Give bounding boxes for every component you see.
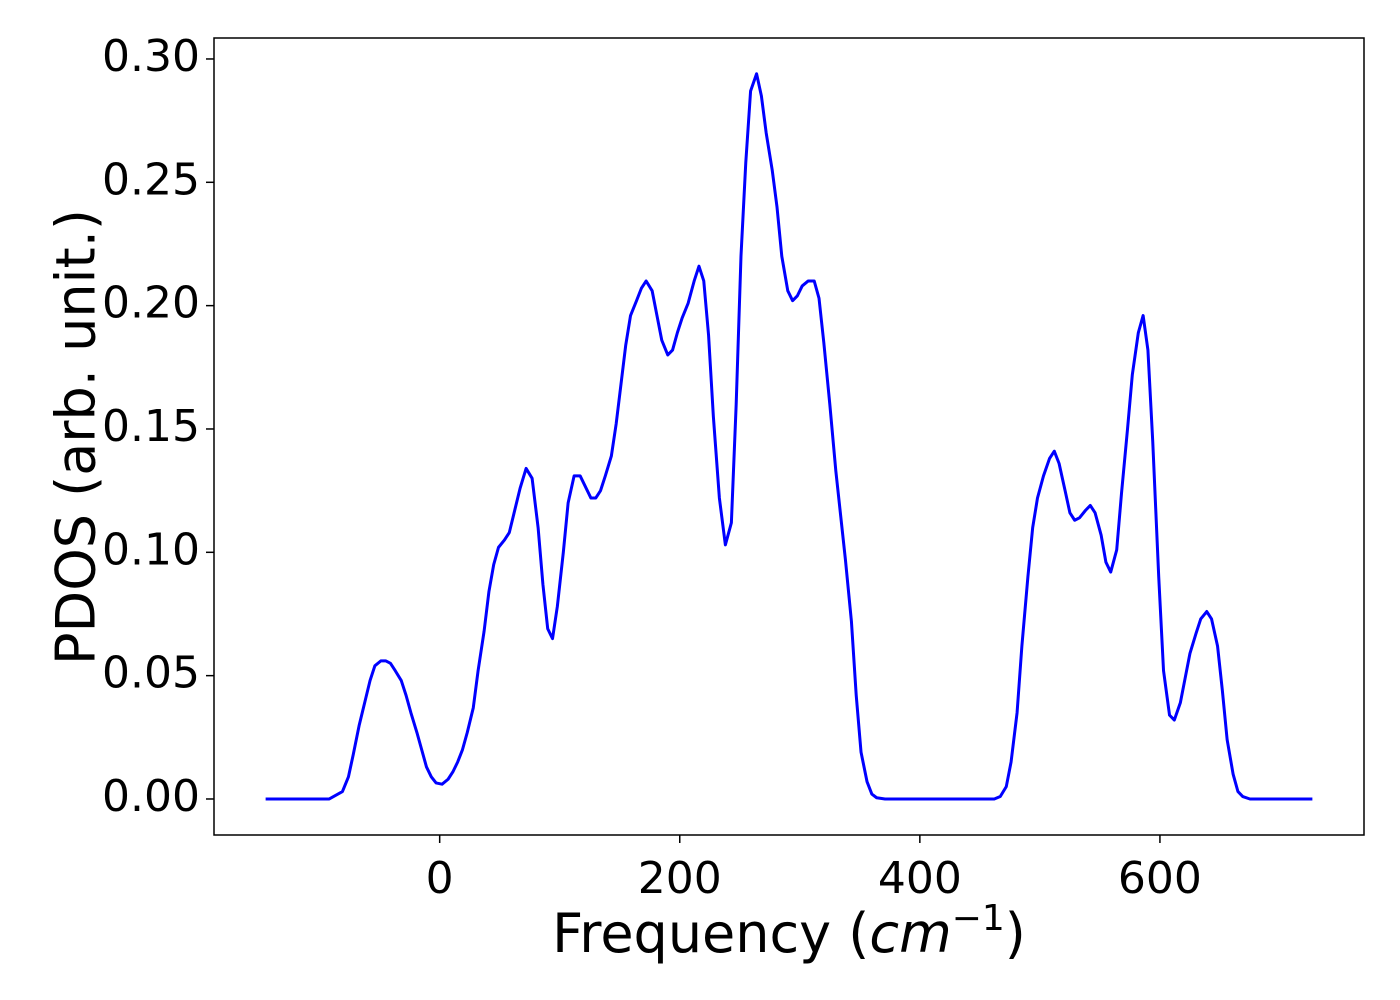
y-tick-label: 0.15: [102, 401, 200, 452]
x-label-unit: cm: [869, 902, 951, 965]
plot-frame: [213, 37, 1365, 836]
x-tick-label: 600: [1118, 853, 1202, 904]
x-tick-label: 200: [638, 853, 722, 904]
x-tick-label: 400: [878, 853, 962, 904]
x-axis-label: Frequency (cm−1): [552, 898, 1026, 965]
y-tick-label: 0.20: [102, 278, 200, 329]
x-label-exponent: −1: [952, 898, 1005, 939]
y-tick-label: 0.10: [102, 524, 200, 575]
y-axis-label: PDOS (arb. unit.): [45, 209, 108, 665]
x-label-close: ): [1005, 902, 1026, 965]
y-tick-label: 0.25: [102, 154, 200, 205]
x-tick-label: 0: [426, 853, 454, 904]
y-tick-label: 0.00: [102, 771, 200, 822]
data-line: [265, 72, 1313, 801]
y-tick-label: 0.05: [102, 648, 200, 699]
y-tick-label: 0.30: [102, 31, 200, 82]
x-label-text: Frequency (: [552, 902, 869, 965]
